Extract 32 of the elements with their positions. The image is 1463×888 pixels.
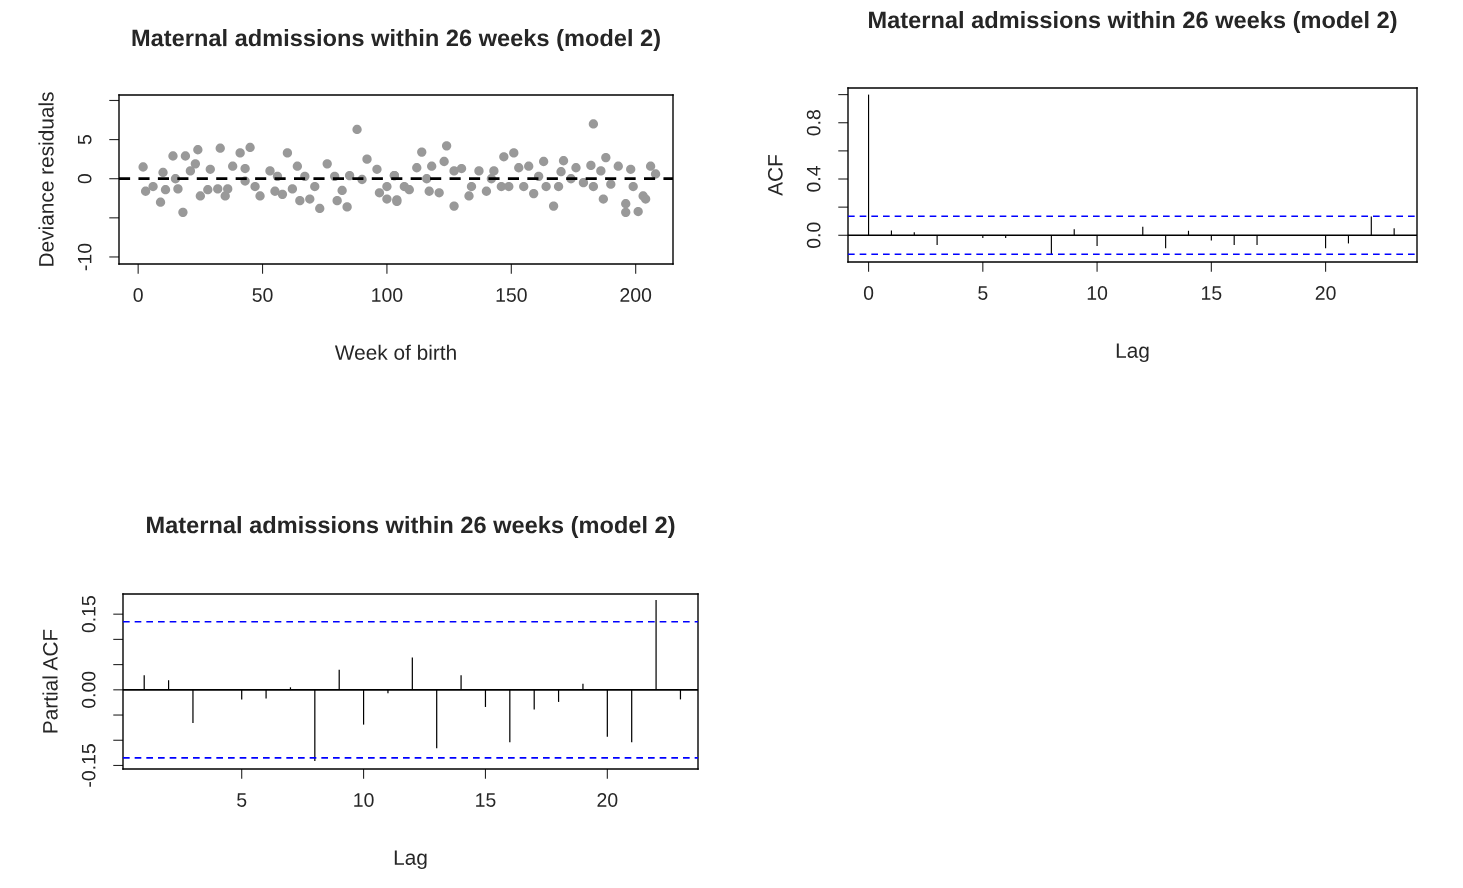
x-tick-label: 15	[1202, 286, 1222, 300]
x-tick-label: 15	[476, 793, 496, 807]
chart-title: Maternal admissions within 26 weeks (model 2)	[869, 11, 1397, 33]
y-tick-label: 0.4	[806, 166, 821, 192]
x-tick-label: 10	[1087, 286, 1108, 300]
y-tick-label: 0.00	[81, 671, 96, 708]
x-tick-label: 150	[496, 288, 527, 302]
y-tick-label: -0.15	[81, 744, 96, 787]
x-tick-label: 5	[978, 286, 988, 300]
x-tick-label: 20	[1315, 286, 1336, 300]
x-tick-label: 100	[372, 288, 403, 302]
chart-title: Maternal admissions within 26 weeks (model 2)	[132, 29, 660, 51]
x-tick-label: 5	[237, 793, 247, 807]
y-tick-label: 0.0	[806, 222, 821, 249]
x-axis-title: Week of birth	[334, 344, 456, 360]
x-axis-title: Lag	[1116, 343, 1149, 363]
x-tick-label: 10	[354, 793, 374, 807]
y-tick-label: 0	[77, 174, 92, 184]
y-tick-label: -10	[77, 243, 92, 271]
x-tick-label: 50	[252, 288, 273, 302]
y-axis-title: Partial ACF	[42, 629, 58, 733]
y-axis-title: ACF	[767, 155, 783, 196]
x-axis-title: Lag	[394, 850, 427, 870]
y-tick-label: 0.15	[81, 596, 96, 633]
x-tick-label: 0	[133, 288, 143, 302]
y-tick-label: 5	[77, 135, 92, 145]
y-axis-title: Deviance residuals	[38, 92, 54, 266]
chart-title: Maternal admissions within 26 weeks (model 2)	[147, 515, 675, 539]
x-tick-label: 20	[597, 793, 618, 807]
x-tick-label: 0	[863, 286, 874, 300]
x-tick-label: 200	[620, 288, 652, 302]
y-tick-label: 0.8	[806, 110, 821, 136]
